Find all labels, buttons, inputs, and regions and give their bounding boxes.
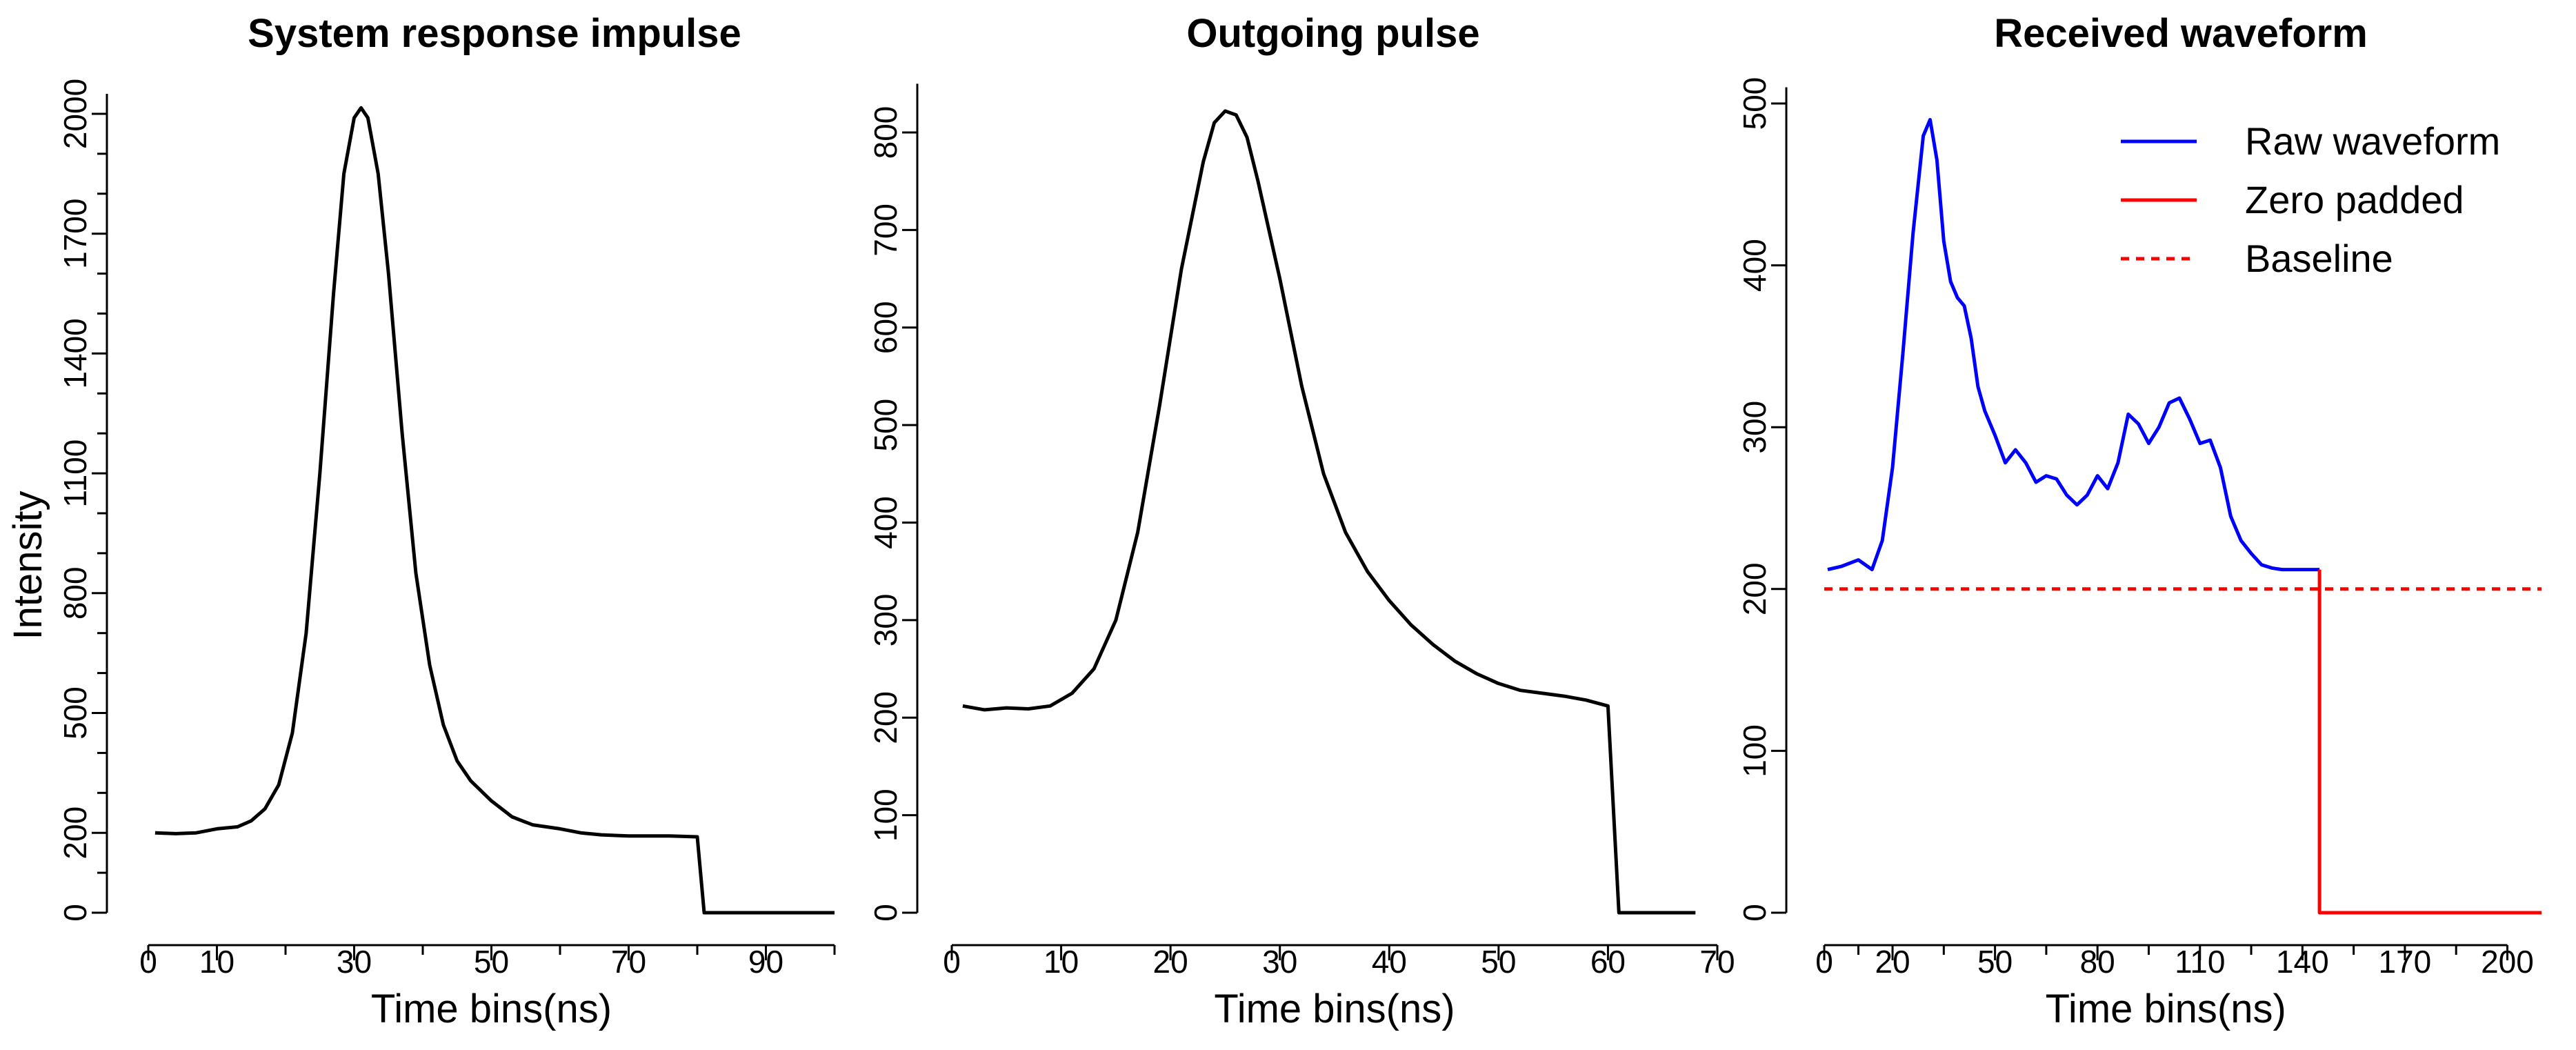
y-tick-label: 0 xyxy=(57,904,93,922)
x-tick-label: 140 xyxy=(2276,944,2329,980)
x-tick-label: 80 xyxy=(2080,944,2115,980)
x-tick-label: 10 xyxy=(1044,944,1079,980)
x-tick-label: 0 xyxy=(1815,944,1833,980)
x-axis-label: Time bins(ns) xyxy=(371,987,612,1031)
series-line xyxy=(154,106,835,915)
x-tick-label: 40 xyxy=(1372,944,1407,980)
x-tick-label: 50 xyxy=(1481,944,1516,980)
x-tick-label: 30 xyxy=(1262,944,1297,980)
x-tick-label: 170 xyxy=(2379,944,2432,980)
x-tick-label: 30 xyxy=(337,944,372,980)
y-tick-label: 0 xyxy=(1737,904,1773,922)
y-tick-label: 200 xyxy=(1737,562,1773,615)
chart-title: System response impulse xyxy=(248,11,741,56)
x-tick-label: 90 xyxy=(748,944,783,980)
x-axis-label: Time bins(ns) xyxy=(1214,987,1455,1031)
y-tick-label: 400 xyxy=(868,496,903,549)
y-tick-label: 800 xyxy=(868,106,903,159)
panel-received-waveform: Received waveform 0 20 50 80 110 140 170 200 Time… xyxy=(1737,11,2542,1031)
y-axis-label: Intensity xyxy=(6,491,50,640)
legend-label: Baseline xyxy=(2245,237,2393,280)
x-tick-label: 20 xyxy=(1875,944,1910,980)
x-tick-label: 60 xyxy=(1590,944,1626,980)
y-tick-label: 100 xyxy=(868,789,903,842)
chart-title: Received waveform xyxy=(1994,11,2368,56)
y-tick-label: 1400 xyxy=(57,318,93,388)
x-tick-label: 50 xyxy=(474,944,509,980)
legend: Raw waveform Zero padded Baseline xyxy=(2121,119,2500,280)
y-tick-label: 500 xyxy=(868,399,903,452)
panel-system-response-impulse: System response impulse 0 10 30 50 70 90 Time b… xyxy=(6,11,836,1031)
legend-label: Raw waveform xyxy=(2245,119,2500,163)
y-tick-label: 200 xyxy=(57,806,93,860)
series-line xyxy=(962,109,1696,915)
y-tick-label: 400 xyxy=(1737,239,1773,292)
y-tick-label: 0 xyxy=(868,904,903,922)
y-tick-label: 500 xyxy=(1737,77,1773,130)
x-tick-label: 20 xyxy=(1153,944,1188,980)
legend-label: Zero padded xyxy=(2245,178,2464,221)
series-line-zero-padded xyxy=(2317,569,2542,915)
y-tick-label: 100 xyxy=(1737,724,1773,777)
y-tick-label: 700 xyxy=(868,204,903,257)
panel-outgoing-pulse: Outgoing pulse 0 10 20 30 40 50 60 70 Time bins(n… xyxy=(868,11,1735,1031)
y-tick-label: 800 xyxy=(57,566,93,620)
y-tick-label: 2000 xyxy=(57,79,93,149)
series-line-raw-waveform xyxy=(1827,118,2320,572)
x-tick-label: 0 xyxy=(943,944,961,980)
y-tick-label: 1100 xyxy=(57,439,93,508)
chart-title: Outgoing pulse xyxy=(1186,11,1479,56)
x-tick-label: 110 xyxy=(2175,944,2225,980)
x-axis-label: Time bins(ns) xyxy=(2046,987,2286,1031)
y-tick-label: 500 xyxy=(57,686,93,740)
y-tick-label: 300 xyxy=(868,594,903,647)
x-tick-label: 0 xyxy=(139,944,157,980)
y-tick-label: 200 xyxy=(868,691,903,744)
y-tick-label: 600 xyxy=(868,301,903,354)
x-tick-label: 50 xyxy=(1977,944,2013,980)
y-tick-label: 1700 xyxy=(57,199,93,269)
x-tick-label: 10 xyxy=(199,944,234,980)
x-tick-label: 70 xyxy=(1699,944,1735,980)
x-tick-label: 70 xyxy=(611,944,646,980)
x-tick-label: 200 xyxy=(2481,944,2534,980)
y-tick-label: 300 xyxy=(1737,401,1773,454)
